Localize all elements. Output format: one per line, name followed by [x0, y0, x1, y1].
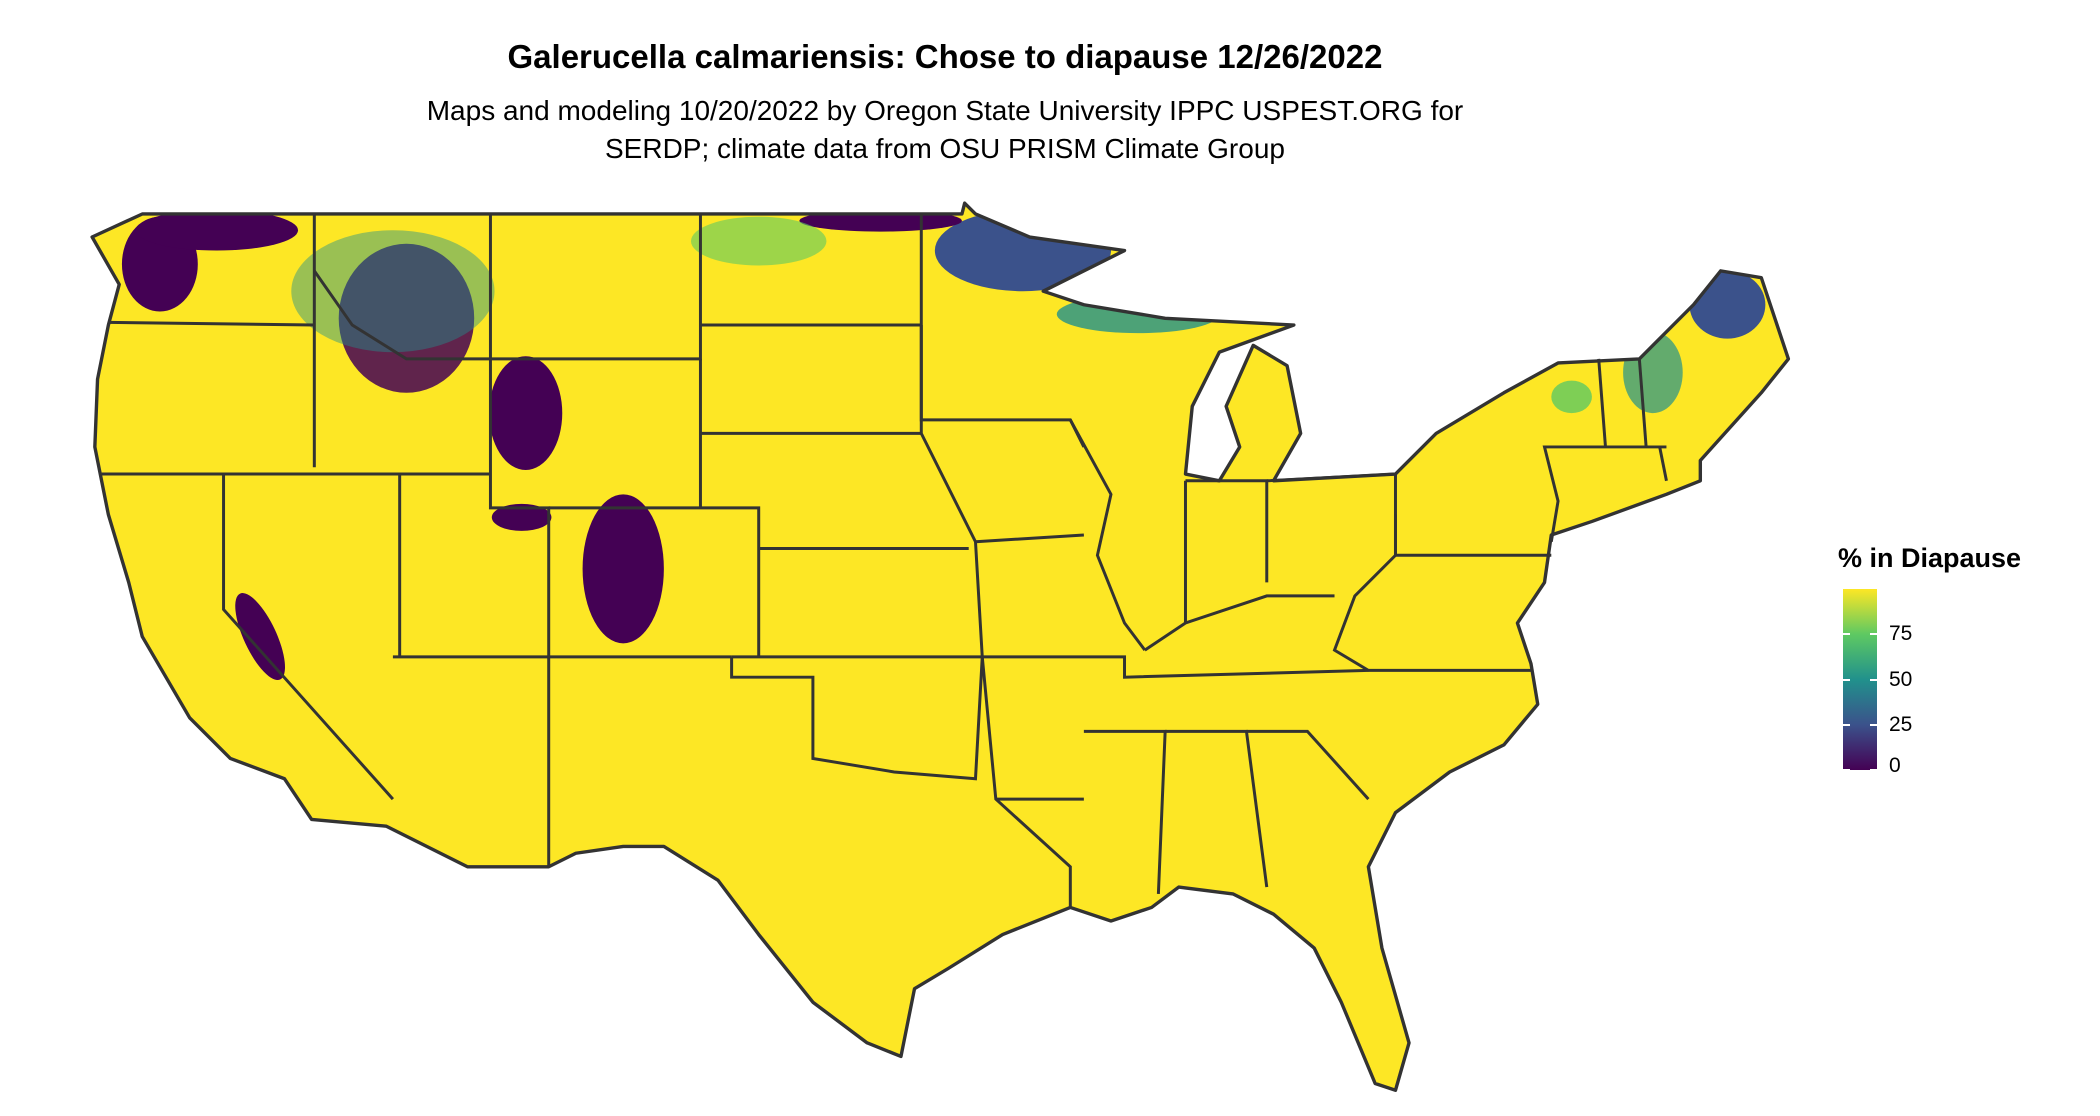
legend-tick-mark	[1843, 633, 1877, 636]
state-border-line	[222, 474, 395, 801]
state-border-line	[1246, 729, 1370, 801]
state-border-line	[108, 320, 315, 327]
legend-tick-mark	[1843, 723, 1877, 726]
state-borders	[101, 213, 1668, 908]
legend-tick-label: 25	[1889, 712, 1913, 736]
colorado-rockies-patch	[582, 494, 664, 644]
state-border-line	[1597, 358, 1607, 448]
maine-north-patch	[1689, 270, 1766, 339]
state-border-line	[730, 656, 984, 781]
state-border-line	[548, 506, 761, 657]
map-subtitle-line-1: Maps and modeling 10/20/2022 by Oregon S…	[426, 95, 1464, 126]
northern-rockies-patch	[338, 243, 475, 393]
map-title: Galerucella calmariensis: Chose to diapa…	[507, 38, 1383, 75]
state-border-line	[1144, 594, 1335, 652]
legend-tick-mark	[1843, 769, 1877, 771]
legend-tick-label: 50	[1889, 667, 1913, 691]
state-border-line	[1332, 514, 1531, 672]
legend-title: % in Diapause	[1838, 543, 2022, 573]
state-border-line	[1658, 446, 1668, 482]
wyoming-rockies-patch	[489, 356, 563, 470]
us-border	[90, 201, 1791, 1092]
legend-tick-label: 75	[1889, 622, 1913, 646]
state-border-line	[982, 655, 1369, 679]
sierra-patch	[235, 593, 286, 681]
map-subtitle-line-2: SERDP; climate data from OSU PRISM Clima…	[605, 133, 1285, 164]
state-border-line	[975, 533, 1084, 544]
legend-tick-label: 0	[1889, 754, 1901, 777]
north-dakota-patch	[690, 216, 827, 266]
northern-rockies-teal	[291, 230, 495, 353]
state-border-line	[488, 358, 732, 659]
state-border-line	[1069, 419, 1147, 651]
low-diapause-areas	[121, 209, 1766, 681]
state-border-line	[1637, 358, 1648, 448]
uinta-patch	[491, 503, 552, 531]
montana-north-patch	[135, 209, 299, 251]
adirondack-patch	[1551, 380, 1592, 414]
state-border-line	[1542, 445, 1667, 542]
state-border-line	[313, 213, 492, 361]
legend-tick-mark	[1843, 678, 1877, 681]
